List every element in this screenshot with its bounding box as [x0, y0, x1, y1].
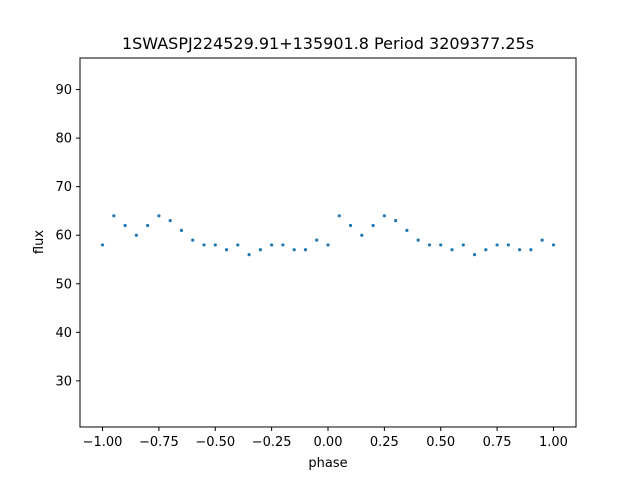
data-point	[394, 219, 398, 223]
y-tick-label: 80	[55, 132, 72, 147]
y-tick-label: 70	[55, 180, 72, 195]
data-point	[484, 248, 488, 252]
y-axis-ticks: 30 40 50 60 70 80 90	[55, 83, 80, 389]
data-point	[168, 219, 172, 223]
data-point	[270, 243, 274, 247]
chart-title: 1SWASPJ224529.91+135901.8 Period 3209377…	[122, 34, 534, 53]
data-point	[337, 214, 341, 218]
data-point	[405, 228, 409, 232]
data-point	[281, 243, 285, 247]
x-tick-label: −0.75	[139, 435, 179, 450]
data-point	[439, 243, 443, 247]
x-axis-ticks: −1.00 −0.75 −0.50 −0.25 0.00 0.25 0.50 0.75 1.00	[83, 427, 568, 450]
y-tick-label: 60	[55, 229, 72, 244]
data-point	[292, 248, 296, 252]
data-point	[540, 238, 544, 242]
data-point	[472, 253, 477, 257]
y-tick-label: 40	[55, 326, 72, 341]
data-point	[551, 243, 556, 247]
data-point	[146, 223, 150, 228]
data-point	[315, 238, 319, 242]
x-tick-label: 1.00	[539, 435, 568, 450]
data-point	[461, 243, 465, 247]
data-point	[179, 228, 184, 232]
x-axis-label: phase	[308, 456, 347, 471]
data-point	[506, 243, 510, 247]
data-point	[427, 243, 432, 247]
data-point	[416, 238, 420, 242]
y-tick-label: 90	[55, 83, 72, 98]
data-point	[326, 243, 330, 247]
data-point	[157, 214, 161, 218]
x-tick-label: 0.00	[314, 435, 343, 450]
data-point	[134, 233, 138, 237]
data-point	[518, 248, 522, 252]
data-point	[450, 248, 454, 252]
data-point	[100, 243, 105, 247]
x-tick-label: −0.25	[252, 435, 292, 450]
data-points-layer	[100, 214, 556, 257]
x-tick-label: 0.25	[370, 435, 399, 450]
data-point	[360, 233, 364, 237]
data-point	[247, 253, 251, 257]
data-point	[529, 248, 533, 252]
data-point	[123, 223, 127, 228]
y-tick-label: 30	[55, 374, 72, 389]
data-point	[112, 214, 116, 218]
data-point	[371, 223, 375, 228]
data-point	[382, 214, 386, 218]
data-point	[303, 248, 308, 252]
data-point	[202, 243, 206, 247]
x-tick-label: −0.50	[195, 435, 235, 450]
y-tick-label: 50	[55, 277, 72, 292]
data-point	[495, 243, 499, 247]
data-point	[258, 248, 262, 252]
data-point	[191, 238, 195, 242]
x-tick-label: 0.50	[426, 435, 455, 450]
plot-area-frame	[79, 57, 577, 428]
data-point	[348, 223, 353, 228]
x-tick-label: 0.75	[483, 435, 512, 450]
data-point	[236, 243, 240, 247]
y-axis-label: flux	[32, 230, 47, 254]
data-point	[224, 248, 229, 252]
data-point	[213, 243, 217, 247]
x-tick-label: −1.00	[83, 435, 123, 450]
